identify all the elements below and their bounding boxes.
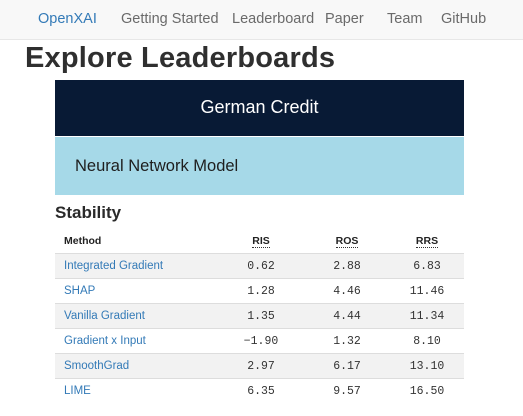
ris-value: 0.62 <box>247 260 275 273</box>
rrs-value: 8.10 <box>413 335 441 348</box>
method-link[interactable]: Vanilla Gradient <box>64 310 145 322</box>
ros-abbreviation: ROS <box>335 235 359 248</box>
table-row: SHAP 1.28 4.46 11.46 <box>55 278 464 303</box>
ros-value: 2.88 <box>333 260 361 273</box>
rrs-abbreviation: RRS <box>415 235 439 248</box>
method-link[interactable]: SHAP <box>64 285 96 297</box>
table-row: SmoothGrad 2.97 6.17 13.10 <box>55 353 464 378</box>
column-header-rrs: RRS <box>387 235 467 248</box>
navbar: OpenXAI Getting Started Leaderboard Pape… <box>0 0 523 40</box>
dataset-banner: German Credit <box>55 80 464 136</box>
method-link[interactable]: Integrated Gradient <box>64 260 164 272</box>
stability-table: Method RIS ROS RRS Integrated Gradient 0… <box>55 227 464 403</box>
model-title: Neural Network Model <box>75 157 239 175</box>
ris-value: 6.35 <box>247 385 275 398</box>
column-header-method: Method <box>64 235 102 247</box>
nav-brand-openxai[interactable]: OpenXAI <box>38 11 97 27</box>
ros-value: 1.32 <box>333 335 361 348</box>
table-row: Vanilla Gradient 1.35 4.44 11.34 <box>55 303 464 328</box>
rrs-value: 16.50 <box>409 385 445 398</box>
method-link[interactable]: Gradient x Input <box>64 335 146 347</box>
nav-link-paper[interactable]: Paper <box>325 11 364 27</box>
table-row: LIME 6.35 9.57 16.50 <box>55 378 464 403</box>
nav-link-team[interactable]: Team <box>387 11 423 27</box>
nav-link-getting-started[interactable]: Getting Started <box>121 11 219 27</box>
ros-value: 4.44 <box>333 310 361 323</box>
ros-value: 4.46 <box>333 285 361 298</box>
rrs-value: 13.10 <box>409 360 445 373</box>
rrs-value: 6.83 <box>413 260 441 273</box>
ris-value: 2.97 <box>247 360 275 373</box>
ros-value: 9.57 <box>333 385 361 398</box>
method-link[interactable]: SmoothGrad <box>64 360 130 372</box>
ris-value: 1.28 <box>247 285 275 298</box>
method-link[interactable]: LIME <box>64 385 91 397</box>
rrs-value: 11.46 <box>409 285 445 298</box>
dataset-title: German Credit <box>200 97 319 117</box>
table-header-row: Method RIS ROS RRS <box>55 227 464 253</box>
ris-value: −1.90 <box>243 335 279 348</box>
column-header-ros: ROS <box>307 235 387 248</box>
rrs-value: 11.34 <box>409 310 445 323</box>
ros-value: 6.17 <box>333 360 361 373</box>
table-row: Integrated Gradient 0.62 2.88 6.83 <box>55 253 464 278</box>
nav-link-leaderboard[interactable]: Leaderboard <box>232 11 315 27</box>
ris-abbreviation: RIS <box>252 235 270 248</box>
nav-link-github[interactable]: GitHub <box>441 11 487 27</box>
column-header-ris: RIS <box>221 235 301 248</box>
page-title: Explore Leaderboards <box>25 42 336 74</box>
model-banner: Neural Network Model <box>55 137 464 195</box>
table-row: Gradient x Input −1.90 1.32 8.10 <box>55 328 464 353</box>
section-title-stability: Stability <box>55 203 122 222</box>
ris-value: 1.35 <box>247 310 275 323</box>
